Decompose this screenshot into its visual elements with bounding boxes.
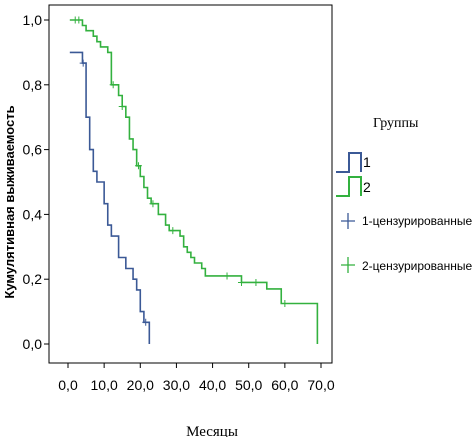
censor-mark-2	[281, 300, 289, 307]
x-tick-label: 30,0	[163, 377, 190, 393]
series-line-1	[69, 51, 151, 344]
series-group-1	[69, 51, 151, 344]
censor-mark-2	[252, 278, 260, 286]
y-tick-label: 0,6	[23, 142, 43, 158]
censor-mark-2	[134, 162, 142, 170]
series-line-2	[69, 19, 319, 344]
y-tick-label: 0,2	[23, 271, 43, 287]
plot-frame	[48, 4, 333, 364]
legend-label-censor-1: 1-цензурированные	[362, 214, 472, 228]
x-tick-label: 10,0	[91, 377, 118, 393]
censor-mark-1	[142, 318, 150, 326]
y-tick-label: 0,0	[23, 336, 43, 352]
y-tick-label: 0,4	[23, 206, 43, 222]
x-tick-label: 70,0	[307, 377, 334, 393]
x-tick-label: 0,0	[58, 377, 78, 393]
series-group-2	[69, 16, 319, 344]
legend-title: Группы	[373, 116, 419, 131]
censor-mark-2	[169, 227, 177, 235]
censor-mark-2	[237, 278, 245, 286]
legend-censor-2	[341, 257, 355, 273]
censor-mark-2	[149, 200, 157, 208]
censor-mark-2	[109, 81, 117, 89]
x-tick-label: 50,0	[235, 377, 262, 393]
censor-mark-2	[223, 272, 231, 280]
x-axis-label: Месяцы	[186, 424, 238, 437]
y-tick-label: 0,8	[23, 77, 43, 93]
y-tick-label: 1,0	[23, 12, 43, 28]
censor-mark-2	[118, 103, 126, 111]
x-tick-label: 20,0	[127, 377, 154, 393]
censor-mark-2	[75, 16, 83, 24]
legend-line-2	[336, 176, 362, 197]
legend-label-2: 2	[363, 179, 371, 195]
legend-label-censor-2: 2-цензурированные	[362, 259, 472, 273]
legend-censor-1	[341, 213, 355, 229]
x-tick-label: 60,0	[271, 377, 298, 393]
censor-mark-1	[79, 59, 87, 67]
x-tick-label: 40,0	[199, 377, 226, 393]
legend-line-1	[336, 152, 362, 173]
y-axis-label: Кумулятивная выживаемость	[2, 105, 17, 298]
legend-label-1: 1	[363, 154, 371, 170]
